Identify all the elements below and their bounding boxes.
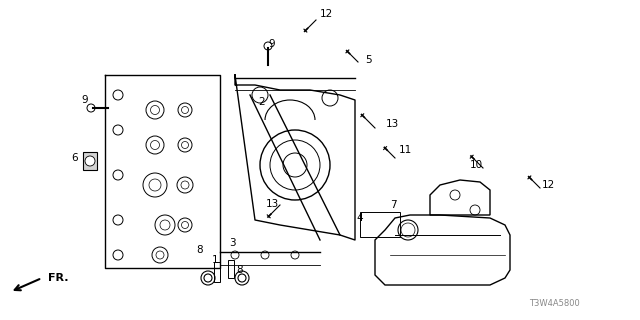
Text: 1: 1 [212, 255, 218, 265]
Bar [83, 152, 97, 170]
Text: 11: 11 [398, 145, 412, 155]
Bar [228, 260, 234, 278]
Text: 3: 3 [228, 238, 236, 248]
Bar [214, 262, 220, 282]
Bar [360, 212, 400, 237]
Text: 7: 7 [390, 200, 396, 210]
Text: 4: 4 [356, 213, 364, 223]
Text: 8: 8 [196, 245, 204, 255]
Text: 12: 12 [541, 180, 555, 190]
Circle shape [85, 156, 95, 166]
Text: 2: 2 [259, 97, 266, 107]
Text: 8: 8 [237, 265, 243, 275]
Text: FR.: FR. [48, 273, 68, 283]
Text: 9: 9 [82, 95, 88, 105]
Text: T3W4A5800: T3W4A5800 [529, 299, 580, 308]
Text: 12: 12 [319, 9, 333, 19]
Text: 5: 5 [365, 55, 371, 65]
Text: 13: 13 [385, 119, 399, 129]
Text: 13: 13 [266, 199, 278, 209]
Text: 10: 10 [469, 160, 483, 170]
Text: 9: 9 [269, 39, 275, 49]
Text: 6: 6 [72, 153, 78, 163]
